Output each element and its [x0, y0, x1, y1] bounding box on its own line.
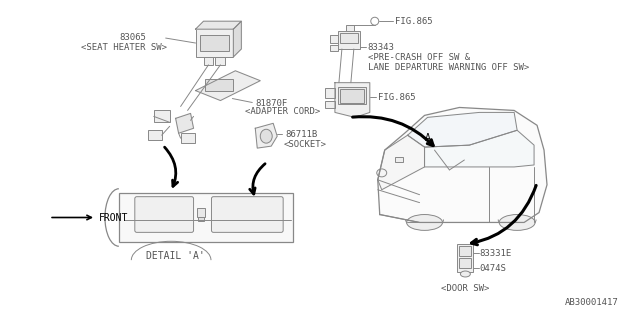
- Bar: [338, 87, 366, 105]
- Bar: [395, 157, 403, 162]
- Text: FIG.865: FIG.865: [378, 92, 415, 101]
- Text: 81870F: 81870F: [255, 99, 287, 108]
- Bar: [196, 29, 234, 57]
- Text: A: A: [424, 133, 431, 143]
- Polygon shape: [255, 123, 277, 148]
- Bar: [325, 88, 335, 98]
- Text: <ADAPTER CORD>: <ADAPTER CORD>: [245, 108, 321, 116]
- Bar: [338, 31, 360, 49]
- Bar: [180, 133, 195, 143]
- FancyBboxPatch shape: [211, 197, 283, 232]
- Bar: [200, 35, 229, 51]
- Text: DETAIL 'A': DETAIL 'A': [147, 251, 205, 261]
- Polygon shape: [175, 113, 193, 133]
- Polygon shape: [378, 108, 547, 222]
- Text: <SEAT HEATER SW>: <SEAT HEATER SW>: [81, 43, 167, 52]
- Text: <PRE-CRASH OFF SW &: <PRE-CRASH OFF SW &: [368, 53, 470, 62]
- Polygon shape: [196, 71, 260, 100]
- Text: FRONT: FRONT: [99, 212, 129, 222]
- FancyBboxPatch shape: [135, 197, 193, 232]
- Bar: [458, 244, 474, 272]
- Polygon shape: [234, 21, 241, 57]
- Bar: [205, 79, 234, 91]
- Polygon shape: [196, 21, 241, 29]
- Polygon shape: [424, 130, 534, 167]
- Bar: [330, 35, 338, 43]
- Text: AB30001417: AB30001417: [565, 298, 619, 307]
- Bar: [460, 258, 471, 268]
- Bar: [204, 57, 214, 65]
- Text: <DOOR SW>: <DOOR SW>: [441, 284, 490, 293]
- Bar: [119, 193, 293, 242]
- Ellipse shape: [499, 214, 535, 230]
- Text: 86711B: 86711B: [285, 130, 317, 139]
- Bar: [340, 33, 358, 43]
- Bar: [325, 100, 335, 108]
- Text: FIG.865: FIG.865: [395, 17, 432, 26]
- Bar: [196, 208, 205, 218]
- Polygon shape: [378, 135, 424, 190]
- Text: 83065: 83065: [119, 33, 146, 42]
- Polygon shape: [335, 83, 370, 117]
- Bar: [340, 89, 364, 102]
- Ellipse shape: [406, 214, 442, 230]
- Bar: [154, 110, 170, 122]
- Text: <SOCKET>: <SOCKET>: [283, 140, 326, 149]
- Ellipse shape: [460, 271, 470, 277]
- Ellipse shape: [260, 129, 272, 143]
- Bar: [198, 218, 204, 221]
- Bar: [330, 45, 338, 51]
- Bar: [460, 246, 471, 256]
- Text: 0474S: 0474S: [479, 264, 506, 273]
- Ellipse shape: [377, 169, 387, 177]
- Bar: [216, 57, 225, 65]
- Text: 83343: 83343: [368, 43, 395, 52]
- Text: LANE DEPARTURE WARNING OFF SW>: LANE DEPARTURE WARNING OFF SW>: [368, 63, 529, 72]
- Bar: [346, 25, 354, 31]
- Text: 83331E: 83331E: [479, 249, 511, 258]
- Bar: [148, 130, 162, 140]
- Polygon shape: [408, 112, 517, 147]
